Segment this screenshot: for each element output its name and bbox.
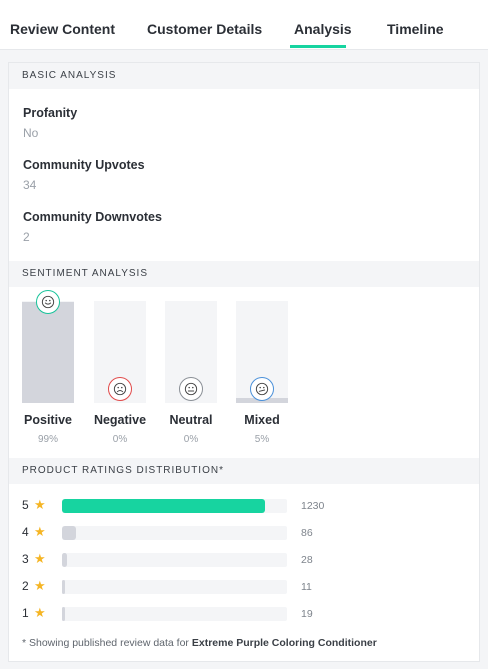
footnote-product: Extreme Purple Coloring Conditioner bbox=[191, 637, 377, 649]
star-icon: ★ bbox=[34, 605, 46, 620]
upvotes-value: 34 bbox=[23, 178, 37, 192]
sentiment-bar-mixed bbox=[236, 301, 288, 403]
sentiment-percent-mixed: 5% bbox=[254, 434, 270, 445]
rating-label-3: 3 bbox=[22, 552, 29, 566]
profanity-label: Profanity bbox=[23, 106, 78, 120]
rating-label-4: 4 bbox=[22, 525, 29, 539]
sentiment-label-mixed: Mixed bbox=[244, 413, 280, 427]
sentiment-bar-neutral bbox=[165, 301, 217, 403]
face-smile-icon bbox=[36, 290, 60, 315]
rating-bar-track-2 bbox=[62, 580, 287, 594]
rating-count-2: 11 bbox=[301, 581, 312, 593]
tab-timeline[interactable]: Timeline bbox=[387, 21, 444, 37]
star-icon: ★ bbox=[34, 578, 46, 593]
rating-bar-track-1 bbox=[62, 607, 287, 621]
rating-label-5: 5 bbox=[22, 498, 29, 512]
ratings-distribution-title: PRODUCT RATINGS DISTRIBUTION* bbox=[22, 465, 224, 476]
downvotes-value: 2 bbox=[23, 230, 30, 244]
basic-analysis-title: BASIC ANALYSIS bbox=[22, 70, 117, 81]
rating-count-1: 19 bbox=[301, 608, 313, 620]
active-tab-indicator bbox=[290, 45, 346, 48]
ratings-footnote: * Showing published review data for Extr… bbox=[22, 637, 377, 649]
rating-count-4: 86 bbox=[301, 527, 313, 539]
rating-bar-fill-4 bbox=[62, 526, 77, 540]
ratings-distribution-header: PRODUCT RATINGS DISTRIBUTION* bbox=[9, 458, 479, 484]
sentiment-bar-negative bbox=[94, 301, 146, 403]
sentiment-analysis-title: SENTIMENT ANALYSIS bbox=[22, 268, 148, 279]
face-mixed-icon bbox=[250, 377, 274, 401]
footnote-prefix: * Showing published review data for bbox=[22, 637, 192, 649]
rating-bar-track-5 bbox=[62, 499, 287, 513]
sentiment-bar-positive bbox=[22, 290, 74, 403]
star-icon: ★ bbox=[34, 551, 46, 566]
rating-label-1: 1 bbox=[22, 606, 29, 620]
tab-analysis[interactable]: Analysis bbox=[294, 21, 352, 37]
star-icon: ★ bbox=[34, 497, 46, 512]
sentiment-percent-negative: 0% bbox=[112, 434, 128, 445]
sentiment-label-neutral: Neutral bbox=[169, 413, 213, 427]
rating-bar-fill-1 bbox=[62, 607, 66, 621]
basic-analysis-header: BASIC ANALYSIS bbox=[9, 63, 479, 89]
rating-bar-fill-3 bbox=[62, 553, 67, 567]
rating-bar-fill-2 bbox=[62, 580, 65, 594]
upvotes-label: Community Upvotes bbox=[23, 158, 145, 172]
rating-bar-fill-5 bbox=[62, 499, 265, 513]
face-frown-icon bbox=[108, 377, 132, 401]
profanity-value: No bbox=[23, 126, 39, 140]
downvotes-label: Community Downvotes bbox=[23, 210, 162, 224]
sentiment-percent-neutral: 0% bbox=[183, 434, 199, 445]
tab-customer-details[interactable]: Customer Details bbox=[147, 21, 263, 37]
sentiment-label-negative: Negative bbox=[93, 413, 147, 427]
sentiment-label-positive: Positive bbox=[24, 413, 72, 427]
rating-bar-track-3 bbox=[62, 553, 287, 567]
rating-bar-track-4 bbox=[62, 526, 287, 540]
face-neutral-icon bbox=[179, 377, 203, 401]
rating-count-5: 1230 bbox=[301, 500, 325, 512]
rating-count-3: 28 bbox=[301, 554, 313, 566]
rating-label-2: 2 bbox=[22, 579, 29, 593]
tab-review-content[interactable]: Review Content bbox=[10, 21, 116, 37]
star-icon: ★ bbox=[34, 524, 46, 539]
analysis-card: BASIC ANALYSIS Profanity No Community Up… bbox=[8, 62, 480, 662]
sentiment-analysis-header: SENTIMENT ANALYSIS bbox=[9, 261, 479, 287]
sentiment-fill-positive bbox=[22, 302, 74, 403]
tab-bar: Review Content Customer Details Analysis… bbox=[0, 0, 488, 50]
sentiment-percent-positive: 99% bbox=[37, 434, 58, 445]
